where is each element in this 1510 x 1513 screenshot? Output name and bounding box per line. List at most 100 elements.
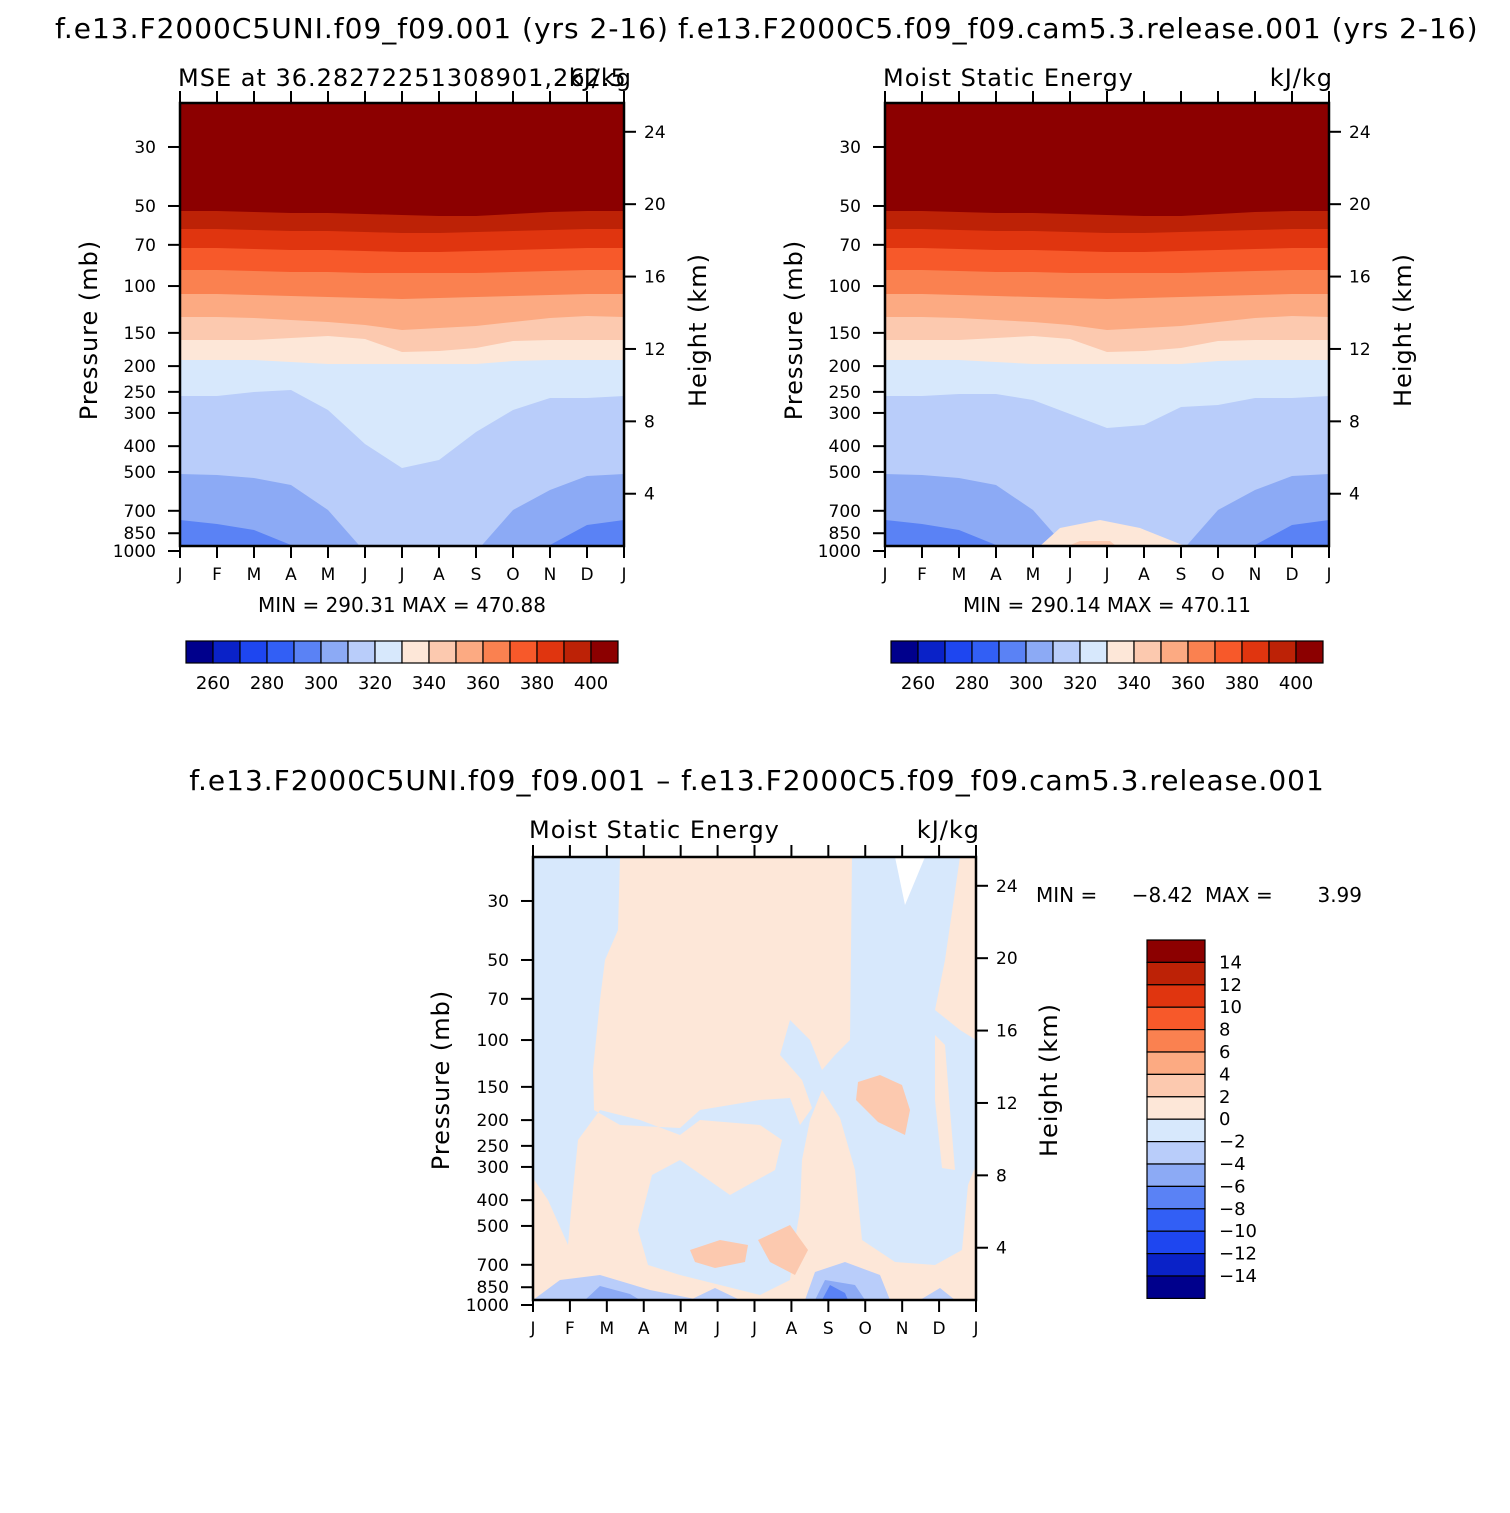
colorbar-label: 380 [1225,673,1259,694]
colorbar-cell [1187,640,1216,664]
colorbar-label: −6 [1219,1176,1246,1197]
colorbar-cell [1146,939,1206,963]
colorbar-label: 10 [1219,997,1242,1018]
xtick-label: M [321,565,336,585]
ytick-height-label: 24 [996,877,1018,897]
colorbar-label: 260 [196,673,230,694]
ytick-height-label: 4 [1349,485,1360,505]
xtick-label: J [714,1319,720,1339]
colorbar-cell [1146,1208,1206,1232]
ytick-pressure-label: 300 [829,404,861,424]
xtick-label: M [673,1319,688,1339]
colorbar-cell [1146,961,1206,986]
panel1-colorbar: 260 280 300 320 340 360 380 400 [185,640,619,694]
colorbar-label: 340 [412,673,446,694]
colorbar-cell [1146,1006,1206,1031]
xtick-label: N [896,1319,909,1339]
panel2-colorbar: 260 280 300 320 340 360 380 400 [890,640,1324,694]
diff-band-neg2-0 [533,857,976,1295]
ytick-pressure-label: 100 [829,277,861,297]
ytick-height-label: 4 [996,1239,1007,1259]
colorbar-label: 2 [1219,1087,1230,1108]
xtick-label: A [1138,565,1150,585]
ytick-height-label: 12 [996,1094,1018,1114]
colorbar-cell [239,640,268,664]
colorbar-label: 4 [1219,1064,1230,1085]
xtick-label: J [1103,565,1109,585]
panel3-subtitle-right: kJ/kg [917,816,980,844]
ytick-pressure-label: 30 [487,892,509,912]
xtick-label: N [544,565,557,585]
xtick-label: A [786,1319,798,1339]
panel-difference: J F M A M J J A S O N D J305070100150200250300400500… [427,816,1362,1339]
ytick-pressure-label: 200 [124,357,156,377]
ytick-pressure-label: 850 [124,524,156,544]
diff-band-neg4-2-d [920,1288,955,1300]
colorbar-label: −4 [1219,1154,1246,1175]
diff-band-2-4-c [758,1225,808,1275]
colorbar-cell [320,640,349,664]
xtick-label: F [565,1319,575,1339]
panel2-ylabel-right: Height (km) [1389,253,1417,407]
ytick-height-label: 4 [644,485,655,505]
colorbar-cell [509,640,538,664]
colorbar-cell [1133,640,1162,664]
colorbar-cell [1052,640,1081,664]
xtick-label: J [1325,565,1331,585]
panel1-minmax: MIN = 290.31 MAX = 470.88 [258,593,546,617]
ytick-height-label: 16 [1349,268,1371,288]
ytick-pressure-label: 70 [487,990,509,1010]
colorbar-cell [266,640,295,664]
contour-band [180,474,624,546]
panel1-subtitle-right: kJ/kg [569,64,632,92]
ytick-height-label: 24 [1349,123,1371,143]
xtick-label: O [859,1319,872,1339]
xtick-label: M [247,565,262,585]
xtick-label: M [599,1319,614,1339]
colorbar-cell [455,640,484,664]
colorbar-cell [185,640,214,664]
contour-band [885,474,1329,546]
panel3-min-label: MIN = [1036,883,1097,907]
panel3-max-label: MAX = [1205,883,1273,907]
panel2-contours [885,103,1329,546]
ytick-height-label: 16 [644,268,666,288]
xtick-label: S [823,1319,834,1339]
diff-band-pos-strip [935,1035,955,1170]
diff-band-2-4-b [690,1240,748,1268]
xtick-label: O [1211,565,1224,585]
colorbar-cell [1146,1185,1206,1210]
contour-band [885,520,1329,546]
ytick-height-label: 24 [644,123,666,143]
colorbar-cell [212,640,241,664]
colorbar-label: 300 [1009,673,1043,694]
ytick-pressure-label: 50 [134,197,156,217]
colorbar-cell [1214,640,1243,664]
colorbar-label: 380 [520,673,554,694]
colorbar-cell [1106,640,1135,664]
colorbar-cell [998,640,1027,664]
colorbar-label: −12 [1219,1244,1257,1265]
ytick-height-label: 12 [644,340,666,360]
colorbar-label: 400 [574,673,608,694]
ytick-pressure-label: 30 [134,138,156,158]
ytick-height-label: 8 [996,1166,1007,1186]
title-difference: f.e13.F2000C5UNI.f09_f09.001 – f.e13.F20… [189,764,1325,797]
colorbar-cell [428,640,457,664]
ytick-pressure-label: 250 [477,1137,509,1157]
xtick-label: J [176,565,182,585]
ytick-pressure-label: 700 [829,502,861,522]
colorbar-cell [1146,1073,1206,1098]
ytick-pressure-label: 500 [829,463,861,483]
ytick-pressure-label: 500 [124,463,156,483]
ytick-pressure-label: 50 [487,951,509,971]
colorbar-label: 6 [1219,1042,1230,1063]
contour-band [180,520,624,546]
colorbar-cell [971,640,1000,664]
colorbar-cell [1146,1275,1206,1299]
panel1-contours [180,103,624,546]
panel3-contours [533,857,976,1300]
